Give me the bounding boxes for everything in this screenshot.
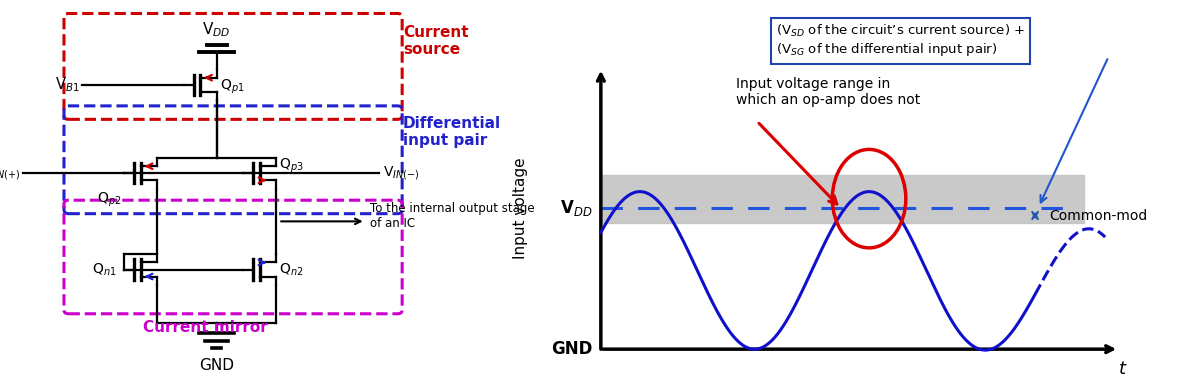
Text: V$_{DD}$: V$_{DD}$ (202, 20, 230, 39)
Text: t: t (1119, 360, 1126, 378)
Text: Current
source: Current source (404, 25, 469, 57)
Text: Current mirror: Current mirror (144, 320, 268, 335)
Text: V$_{B1}$: V$_{B1}$ (56, 75, 80, 94)
Text: Q$_{p2}$: Q$_{p2}$ (96, 191, 121, 209)
Text: V$_{IN(-)}$: V$_{IN(-)}$ (383, 164, 419, 182)
Text: Q$_{p3}$: Q$_{p3}$ (279, 156, 304, 175)
Text: Input voltage range in
which an op-amp does not: Input voltage range in which an op-amp d… (736, 77, 920, 107)
Text: V$_{IN(+)}$: V$_{IN(+)}$ (0, 164, 20, 182)
Text: Input voltage: Input voltage (513, 158, 528, 259)
Text: To the internal output stage
of an IC: To the internal output stage of an IC (370, 202, 535, 229)
Text: Q$_{n2}$: Q$_{n2}$ (279, 261, 304, 278)
Text: Common-mod: Common-mod (1049, 209, 1148, 223)
Text: GND: GND (551, 340, 592, 358)
Text: Differential
input pair: Differential input pair (404, 116, 501, 148)
Text: Q$_{p1}$: Q$_{p1}$ (220, 77, 245, 96)
Text: Q$_{n1}$: Q$_{n1}$ (93, 261, 116, 278)
Bar (601, 175, 1084, 223)
Text: GND: GND (199, 358, 234, 373)
Text: V$_{DD}$: V$_{DD}$ (560, 199, 592, 219)
Text: (V$_{SD}$ of the circuit’s current source) +
(V$_{SG}$ of the differential input: (V$_{SD}$ of the circuit’s current sourc… (776, 23, 1024, 58)
